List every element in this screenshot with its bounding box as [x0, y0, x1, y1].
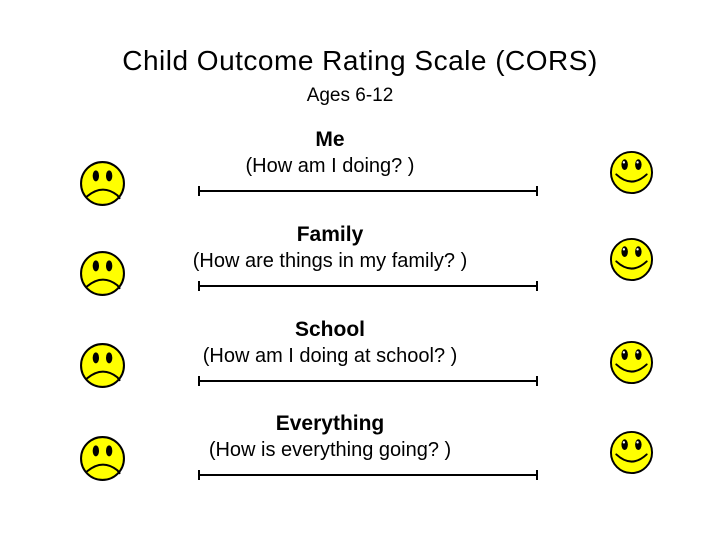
rating-line-bar [198, 380, 538, 382]
rating-line-bar [198, 190, 538, 192]
scale-label-group: School (How am I doing at school? ) [80, 316, 580, 369]
scale-question: (How is everything going? ) [208, 439, 452, 461]
rating-line [198, 281, 538, 291]
rating-line [198, 376, 538, 386]
happy-face-icon [609, 237, 654, 282]
rating-line-right-tick [536, 376, 538, 386]
slide-title: Child Outcome Rating Scale (CORS) [122, 45, 598, 76]
scale-row-me: Me (How am I doing? ) [0, 120, 720, 216]
rating-line [198, 186, 538, 196]
rating-line-right-tick [536, 470, 538, 480]
happy-face-icon [609, 340, 654, 385]
scale-label-group: Everything (How is everything going? ) [80, 410, 580, 463]
scale-title: Family [296, 223, 364, 246]
scale-question: (How am I doing at school? ) [202, 345, 458, 367]
scale-label-group: Me (How am I doing? ) [80, 126, 580, 179]
scale-title: Me [315, 128, 345, 151]
rating-line-bar [198, 474, 538, 476]
happy-face-icon [609, 150, 654, 195]
scale-row-everything: Everything (How is everything going? ) [0, 404, 720, 500]
scale-label-group: Family (How are things in my family? ) [80, 221, 580, 274]
scale-row-school: School (How am I doing at school? ) [0, 310, 720, 406]
scale-question: (How are things in my family? ) [192, 250, 468, 272]
rating-line-right-tick [536, 186, 538, 196]
scale-title: Everything [275, 412, 385, 435]
scale-title: School [294, 318, 365, 341]
slide-subtitle: Ages 6-12 [306, 85, 394, 106]
happy-face-icon [609, 430, 654, 475]
rating-line [198, 470, 538, 480]
rating-line-bar [198, 285, 538, 287]
scale-question: (How am I doing? ) [245, 155, 415, 177]
rating-line-right-tick [536, 281, 538, 291]
scale-row-family: Family (How are things in my family? ) [0, 215, 720, 311]
